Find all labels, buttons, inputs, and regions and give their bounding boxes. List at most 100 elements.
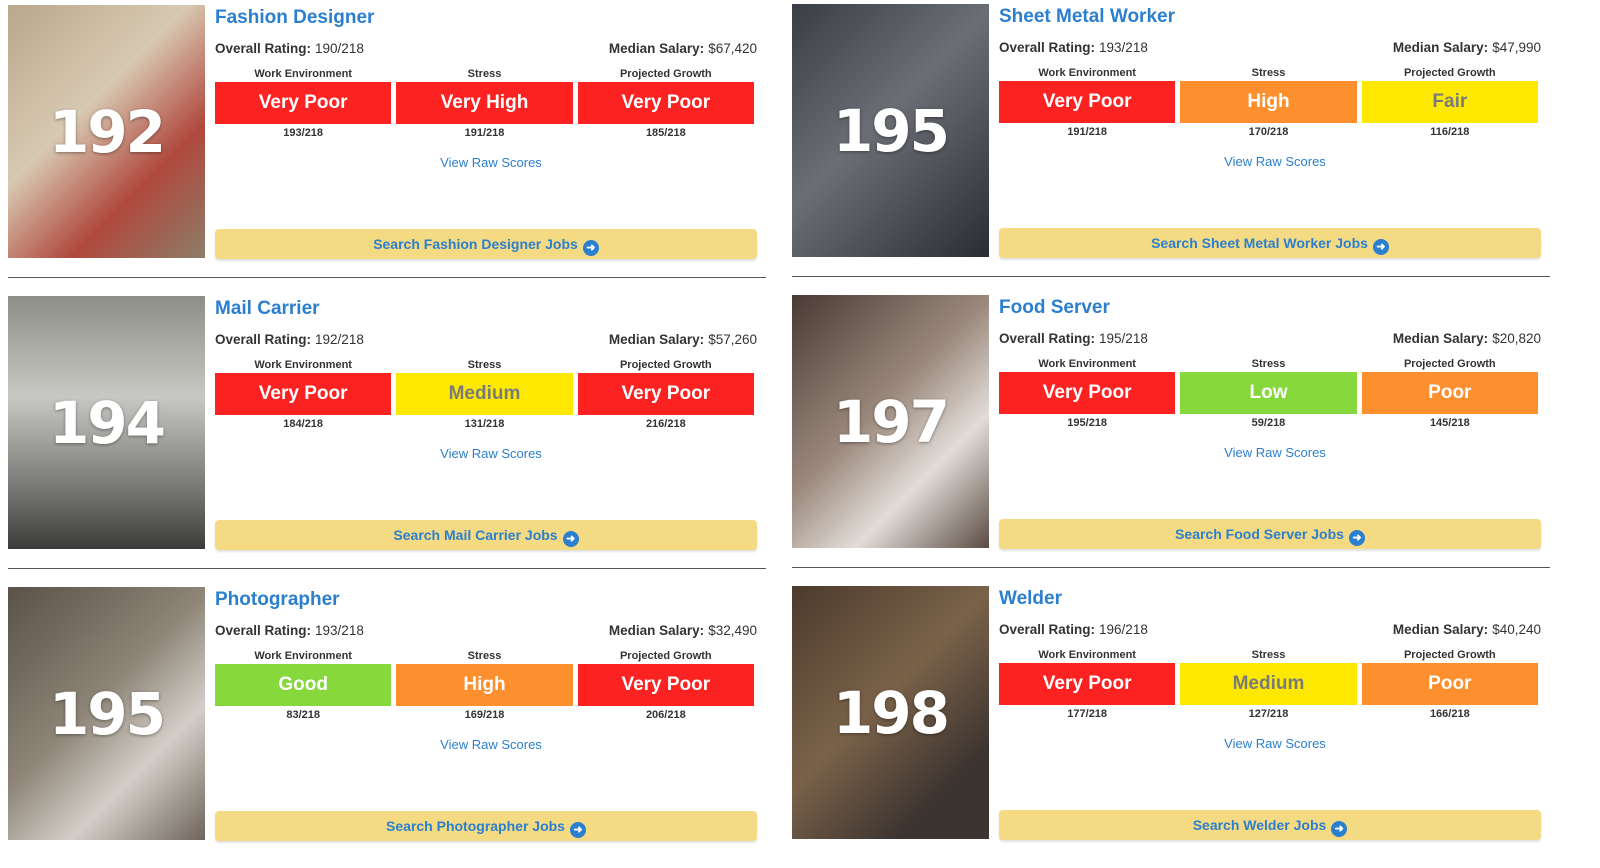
rank-number: 195 <box>48 679 166 748</box>
metric-score: 131/218 <box>464 418 505 430</box>
search-jobs-button[interactable]: Search Mail Carrier Jobs ➜ <box>215 520 757 550</box>
metric-growth: Projected Growth Very Poor 216/218 <box>577 358 754 430</box>
metric-rating: Fair <box>1361 81 1538 123</box>
rank-number: 197 <box>832 387 950 456</box>
job-card: 192 Fashion Designer Overall Rating: 190/… <box>8 5 766 267</box>
metric-label: Work Environment <box>1038 649 1136 661</box>
arrow-right-circle-icon: ➜ <box>582 240 599 256</box>
metric-label: Stress <box>467 650 502 662</box>
metric-rating: Poor <box>1361 663 1538 705</box>
arrow-right-circle-icon: ➜ <box>562 531 579 547</box>
median-salary: Median Salary: $20,820 <box>1393 331 1541 346</box>
metric-rating: Medium <box>396 373 573 415</box>
job-title-link[interactable]: Photographer <box>215 589 340 610</box>
arrow-right-circle-icon: ➜ <box>569 822 586 838</box>
overall-rating: Overall Rating: 190/218 <box>215 41 364 56</box>
salary-label: Median Salary: <box>1392 622 1489 637</box>
median-salary: Median Salary: $40,240 <box>1393 622 1541 637</box>
metrics-row: Work Environment Very Poor 195/218 Stres… <box>999 357 1538 429</box>
metric-label: Work Environment <box>1038 67 1136 79</box>
view-raw-scores-link[interactable]: View Raw Scores <box>1224 736 1326 751</box>
rank-number: 192 <box>48 97 166 166</box>
metric-rating: Very High <box>396 82 573 124</box>
metric-label: Projected Growth <box>619 359 712 371</box>
metric-score: 191/218 <box>464 127 505 139</box>
metric-work: Work Environment Very Poor 177/218 <box>999 648 1176 720</box>
metric-score: 145/218 <box>1429 417 1470 429</box>
metric-label: Projected Growth <box>1403 649 1496 661</box>
salary-label: Median Salary: <box>608 41 705 56</box>
overall-rating: Overall Rating: 192/218 <box>215 332 364 347</box>
job-photo[interactable]: 194 <box>8 296 205 549</box>
search-jobs-button[interactable]: Search Sheet Metal Worker Jobs ➜ <box>999 228 1541 258</box>
divider <box>8 277 766 278</box>
metric-stress: Stress Very High 191/218 <box>396 67 573 139</box>
metric-work: Work Environment Very Poor 195/218 <box>999 357 1176 429</box>
job-card: 195 Sheet Metal Worker Overall Rating: 19… <box>792 4 1550 266</box>
view-raw-scores-link[interactable]: View Raw Scores <box>440 446 542 461</box>
divider <box>8 568 766 569</box>
metric-score: 206/218 <box>645 709 686 721</box>
metric-growth: Projected Growth Poor 166/218 <box>1361 648 1538 720</box>
metric-label: Work Environment <box>254 650 352 662</box>
metric-growth: Projected Growth Fair 116/218 <box>1361 66 1538 138</box>
job-photo[interactable]: 192 <box>8 5 205 258</box>
job-photo[interactable]: 195 <box>792 4 989 257</box>
overall-rating: Overall Rating: 195/218 <box>999 331 1148 346</box>
overall-value: 193/218 <box>1099 40 1148 55</box>
rank-number: 198 <box>832 678 950 747</box>
salary-value: $32,490 <box>708 623 757 638</box>
metric-score: 184/218 <box>283 418 324 430</box>
metric-score: 191/218 <box>1067 126 1108 138</box>
metric-score: 195/218 <box>1067 417 1108 429</box>
overall-label: Overall Rating: <box>999 622 1096 637</box>
metric-rating: Very Poor <box>215 82 392 124</box>
job-photo[interactable]: 198 <box>792 586 989 839</box>
search-jobs-label: Search Food Server Jobs <box>1175 526 1344 542</box>
metric-label: Projected Growth <box>1403 358 1496 370</box>
job-photo[interactable]: 197 <box>792 295 989 548</box>
metric-score: 185/218 <box>645 127 686 139</box>
metric-score: 166/218 <box>1429 708 1470 720</box>
metric-label: Work Environment <box>254 68 352 80</box>
view-raw-scores-link[interactable]: View Raw Scores <box>1224 445 1326 460</box>
search-jobs-button[interactable]: Search Welder Jobs ➜ <box>999 810 1541 840</box>
view-raw-scores-link[interactable]: View Raw Scores <box>440 155 542 170</box>
metric-label: Stress <box>1251 67 1286 79</box>
job-title-link[interactable]: Food Server <box>999 297 1110 318</box>
metric-rating: Good <box>215 664 392 706</box>
metric-rating: Very Poor <box>999 81 1176 123</box>
metric-rating: Medium <box>1180 663 1357 705</box>
search-jobs-button[interactable]: Search Fashion Designer Jobs ➜ <box>215 229 757 259</box>
arrow-right-circle-icon: ➜ <box>1372 239 1389 255</box>
overall-value: 190/218 <box>315 41 364 56</box>
view-raw-scores-link[interactable]: View Raw Scores <box>440 737 542 752</box>
salary-value: $20,820 <box>1492 331 1541 346</box>
metric-stress: Stress Medium 131/218 <box>396 358 573 430</box>
job-title-link[interactable]: Sheet Metal Worker <box>999 6 1175 27</box>
search-jobs-button[interactable]: Search Photographer Jobs ➜ <box>215 811 757 841</box>
median-salary: Median Salary: $32,490 <box>609 623 757 638</box>
job-title-link[interactable]: Welder <box>999 588 1063 609</box>
metric-label: Stress <box>1251 358 1286 370</box>
median-salary: Median Salary: $67,420 <box>609 41 757 56</box>
search-jobs-label: Search Welder Jobs <box>1192 817 1327 833</box>
search-jobs-button[interactable]: Search Food Server Jobs ➜ <box>999 519 1541 549</box>
salary-label: Median Salary: <box>608 332 705 347</box>
metrics-row: Work Environment Very Poor 193/218 Stres… <box>215 67 754 139</box>
overall-value: 196/218 <box>1099 622 1148 637</box>
salary-label: Median Salary: <box>1392 331 1489 346</box>
salary-value: $57,260 <box>708 332 757 347</box>
overall-label: Overall Rating: <box>215 41 312 56</box>
job-photo[interactable]: 195 <box>8 587 205 840</box>
salary-value: $40,240 <box>1492 622 1541 637</box>
metric-label: Work Environment <box>254 359 352 371</box>
metric-label: Work Environment <box>1038 358 1136 370</box>
job-title-link[interactable]: Fashion Designer <box>215 7 375 28</box>
metric-label: Projected Growth <box>619 68 712 80</box>
metric-rating: Very Poor <box>577 82 754 124</box>
view-raw-scores-link[interactable]: View Raw Scores <box>1224 154 1326 169</box>
metric-score: 127/218 <box>1248 708 1289 720</box>
metric-growth: Projected Growth Very Poor 206/218 <box>577 649 754 721</box>
job-title-link[interactable]: Mail Carrier <box>215 298 320 319</box>
